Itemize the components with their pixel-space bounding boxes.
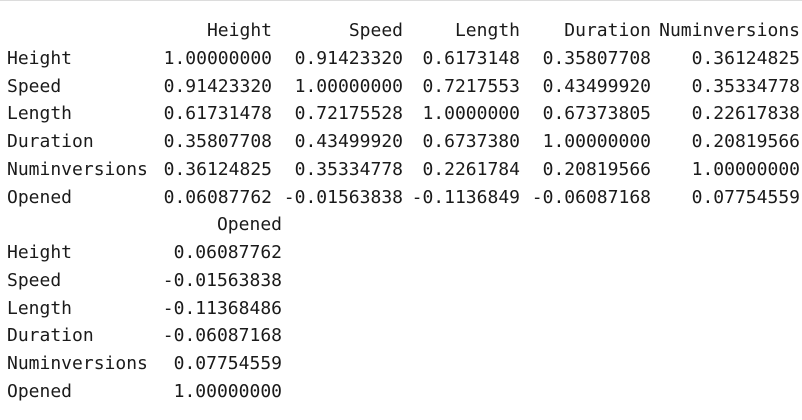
column-header: Duration bbox=[564, 20, 651, 41]
output-top-border bbox=[0, 0, 802, 1]
matrix-cell: 0.91423320 bbox=[163, 75, 272, 97]
matrix-cell: 1.00000000 bbox=[173, 380, 282, 402]
row-label: Height bbox=[7, 242, 73, 263]
matrix-cell: 1.0000000 bbox=[422, 103, 520, 125]
matrix-cell: 0.07754559 bbox=[173, 353, 282, 374]
matrix-cell: 0.35807708 bbox=[542, 47, 651, 69]
matrix-cell: 0.7217553 bbox=[422, 75, 520, 97]
matrix-cell: -0.01563838 bbox=[283, 186, 403, 208]
matrix-cell: 0.35807708 bbox=[163, 131, 272, 152]
matrix-cell: 1.00000000 bbox=[163, 47, 272, 69]
row-label: Speed bbox=[7, 269, 62, 291]
matrix-cell: 0.20819566 bbox=[542, 158, 651, 180]
matrix-cell: 0.72175528 bbox=[294, 103, 403, 125]
row-label: Numinversions bbox=[7, 158, 148, 180]
column-header: Numinversions bbox=[659, 20, 800, 41]
matrix-cell: -0.06087168 bbox=[162, 325, 282, 347]
matrix-cell: 0.06087762 bbox=[163, 186, 272, 208]
matrix-cell: 0.07754559 bbox=[691, 186, 800, 208]
column-header: Opened bbox=[216, 214, 282, 236]
console-output: Height Speed Length Duration Numinversio… bbox=[0, 17, 802, 406]
column-header: Speed bbox=[348, 20, 403, 41]
matrix-cell: 0.36124825 bbox=[163, 158, 272, 180]
matrix-cell: 0.91423320 bbox=[294, 47, 403, 69]
row-label: Duration bbox=[7, 325, 94, 347]
matrix-cell: 0.22617838 bbox=[691, 103, 800, 125]
row-label: Length bbox=[7, 297, 73, 319]
matrix-cell: 0.20819566 bbox=[691, 131, 800, 152]
correlation-matrix-part-1: Height Speed Length Duration Numinversio… bbox=[7, 17, 802, 211]
matrix-cell: 1.00000000 bbox=[542, 131, 651, 152]
matrix-cell: 1.00000000 bbox=[294, 75, 403, 97]
matrix-cell: 0.6173148 bbox=[422, 47, 520, 69]
matrix-cell: 0.61731478 bbox=[163, 103, 272, 125]
matrix-cell: 0.06087762 bbox=[173, 242, 282, 263]
correlation-matrix-part-2: Opened Height 0.06087762 Speed -0.015638… bbox=[7, 211, 802, 405]
row-label: Opened bbox=[7, 380, 73, 402]
matrix-cell: 0.36124825 bbox=[691, 47, 800, 69]
column-header: Length bbox=[454, 20, 520, 41]
row-label: Duration bbox=[7, 131, 94, 152]
matrix-cell: 0.43499920 bbox=[542, 75, 651, 97]
row-label: Height bbox=[7, 47, 73, 69]
row-label: Numinversions bbox=[7, 353, 148, 374]
matrix-cell: 0.35334778 bbox=[294, 158, 403, 180]
matrix-cell: 0.67373805 bbox=[542, 103, 651, 125]
matrix-cell: -0.06087168 bbox=[531, 186, 651, 208]
row-label: Speed bbox=[7, 75, 62, 97]
matrix-cell: 0.2261784 bbox=[422, 158, 520, 180]
row-label: Opened bbox=[7, 186, 73, 208]
matrix-cell: 1.00000000 bbox=[691, 158, 800, 180]
matrix-cell: -0.11368486 bbox=[162, 297, 282, 319]
matrix-cell: -0.1136849 bbox=[411, 186, 520, 208]
row-label: Length bbox=[7, 103, 73, 125]
matrix-cell: 0.6737380 bbox=[422, 131, 520, 152]
matrix-cell: 0.35334778 bbox=[691, 75, 800, 97]
matrix-cell: 0.43499920 bbox=[294, 131, 403, 152]
matrix-cell: -0.01563838 bbox=[162, 269, 282, 291]
column-header: Height bbox=[206, 20, 272, 41]
